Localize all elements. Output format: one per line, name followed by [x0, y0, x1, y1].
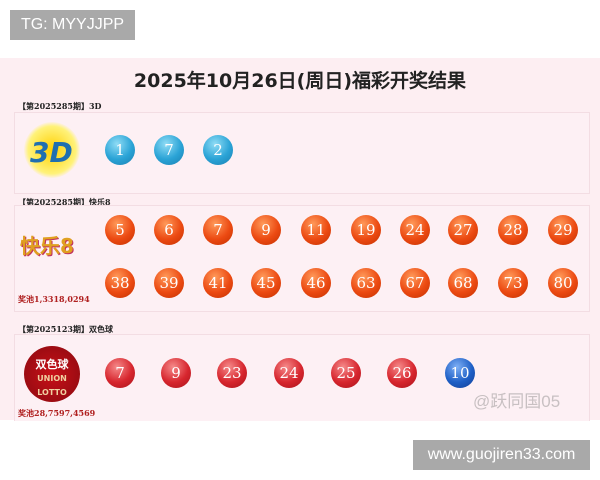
- lottery-ball: 24: [274, 358, 304, 388]
- lottery-ball: 9: [161, 358, 191, 388]
- ssq-logo: 双色球 UNION LOTTO: [24, 346, 80, 402]
- lottery-ball: 29: [548, 215, 578, 245]
- lottery-ball: 38: [105, 268, 135, 298]
- section-label-kl8: 【第2025285期】快乐8: [18, 197, 111, 207]
- author-watermark: @跃同国05: [473, 392, 561, 411]
- lottery-ball: 45: [251, 268, 281, 298]
- section-label-ssq: 【第2025123期】双色球: [18, 324, 113, 334]
- lottery-ball: 73: [498, 268, 528, 298]
- kl8-pool: 奖池1,3318,0294: [18, 294, 90, 304]
- lottery-ball: 7: [203, 215, 233, 245]
- lottery-ball: 67: [400, 268, 430, 298]
- lottery-ball: 46: [301, 268, 331, 298]
- lottery-ball: 28: [498, 215, 528, 245]
- lottery-ball: 7: [154, 135, 184, 165]
- section-label-3d: 【第2025285期】3D: [18, 101, 102, 111]
- 3d-logo: 3D: [24, 122, 80, 178]
- lottery-ball: 26: [387, 358, 417, 388]
- lottery-ball: 2: [203, 135, 233, 165]
- lottery-ball: 25: [331, 358, 361, 388]
- lottery-ball: 23: [217, 358, 247, 388]
- lottery-ball: 63: [351, 268, 381, 298]
- lottery-ball: 11: [301, 215, 331, 245]
- lottery-ball: 39: [154, 268, 184, 298]
- lottery-ball: 41: [203, 268, 233, 298]
- lottery-ball: 19: [351, 215, 381, 245]
- ssq-pool: 奖池28,7597,4569: [18, 408, 96, 418]
- lottery-ball: 10: [445, 358, 475, 388]
- lottery-ball: 5: [105, 215, 135, 245]
- lottery-ball: 1: [105, 135, 135, 165]
- lottery-ball: 80: [548, 268, 578, 298]
- url-watermark: www.guojiren33.com: [413, 440, 590, 470]
- section-3d: [14, 112, 590, 194]
- kl8-logo: 快乐8: [20, 234, 74, 258]
- lottery-ball: 7: [105, 358, 135, 388]
- lottery-ball: 68: [448, 268, 478, 298]
- lottery-ball: 6: [154, 215, 184, 245]
- lottery-ball: 24: [400, 215, 430, 245]
- page-title: 2025年10月26日(周日)福彩开奖结果: [133, 70, 467, 92]
- lottery-ball: 9: [251, 215, 281, 245]
- tg-watermark: TG: MYYJJPP: [10, 10, 135, 40]
- lottery-ball: 27: [448, 215, 478, 245]
